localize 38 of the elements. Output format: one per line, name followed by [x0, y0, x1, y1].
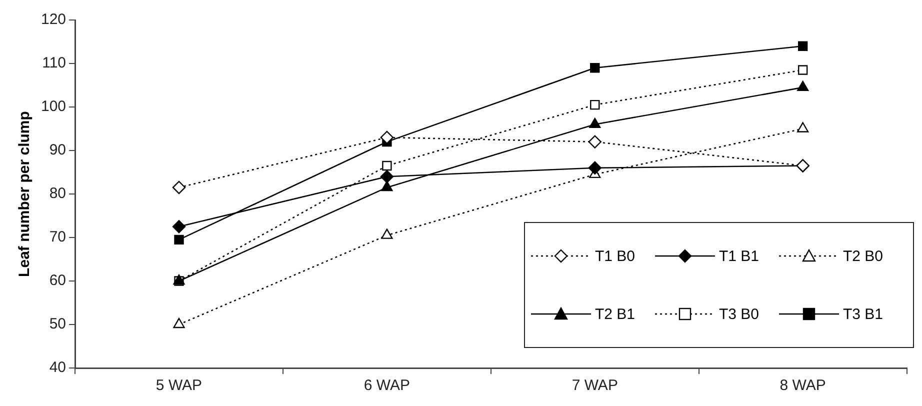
legend-label: T1 B1	[719, 248, 760, 264]
y-tick-label: 120	[40, 11, 66, 28]
legend-label: T2 B0	[843, 248, 884, 264]
legend-label: T3 B1	[843, 306, 884, 322]
x-tick-label: 7 WAP	[572, 377, 618, 394]
y-tick-label: 90	[49, 142, 66, 159]
point	[798, 41, 808, 51]
y-tick-label: 70	[49, 228, 66, 246]
point	[173, 318, 185, 328]
point	[588, 135, 602, 148]
point	[797, 80, 809, 92]
point	[380, 170, 394, 184]
point	[381, 180, 393, 192]
point	[590, 63, 600, 73]
x-tick-label: 5 WAP	[156, 377, 202, 394]
point	[382, 160, 392, 171]
y-tick-label: 110	[42, 54, 66, 72]
point	[174, 234, 184, 245]
y-tick-label: 60	[49, 272, 66, 290]
y-tick-label: 50	[49, 316, 66, 333]
legend-label: T1 B0	[595, 248, 636, 264]
legend-label: T2 B1	[595, 306, 636, 322]
point	[797, 122, 809, 132]
point	[590, 100, 600, 110]
point	[589, 118, 601, 128]
point	[381, 228, 393, 239]
y-tick-label: 100	[40, 98, 66, 116]
x-tick-label: 8 WAP	[780, 377, 826, 394]
y-tick-label: 40	[49, 359, 66, 376]
point	[798, 65, 808, 75]
x-tick-label: 6 WAP	[364, 377, 410, 394]
y-tick-label: 80	[49, 185, 66, 202]
y-axis-title: Leaf number per clump	[16, 111, 34, 277]
point	[380, 130, 394, 144]
legend-label: T3 B0	[719, 306, 760, 322]
point	[172, 180, 186, 194]
point	[588, 161, 602, 174]
point	[172, 220, 186, 234]
